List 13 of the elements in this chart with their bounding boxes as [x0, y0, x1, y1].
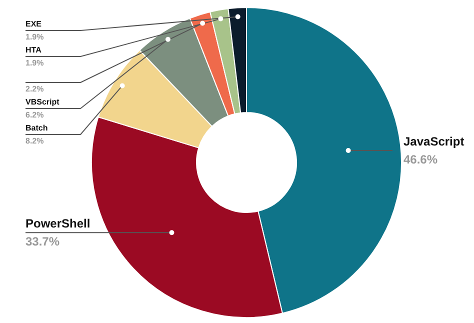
- slice-label: PowerShell: [26, 216, 90, 231]
- slice-label: JavaScript: [404, 134, 464, 149]
- slice-label: EXE: [26, 20, 42, 28]
- data-label: 33.7%: [26, 234, 60, 249]
- data-label: 1.9%: [26, 58, 44, 68]
- data-label: 1.9%: [26, 32, 44, 42]
- data-label: 46.6%: [404, 152, 438, 167]
- data-label: 8.2%: [26, 136, 44, 146]
- slice-label: Batch: [26, 124, 48, 132]
- slice-label: HTA: [26, 46, 42, 54]
- slice-label: VBScript: [26, 98, 60, 106]
- data-label: 2.2%: [26, 84, 44, 94]
- data-label: 6.2%: [26, 110, 44, 120]
